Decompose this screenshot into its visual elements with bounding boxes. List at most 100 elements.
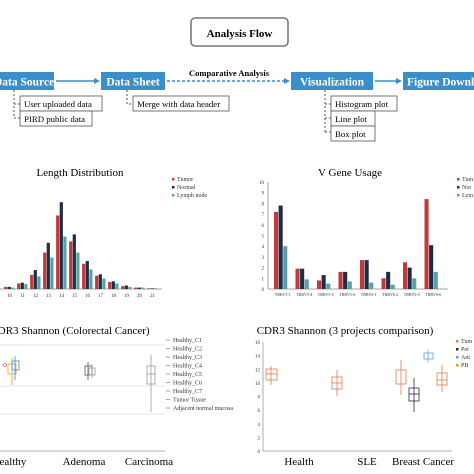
length-tick-label: 20 xyxy=(137,294,143,299)
length-bar xyxy=(37,276,41,289)
length-distribution-chart: Length Distribution 10 11 12 13 14 15 16 17 18 19… xyxy=(0,167,208,299)
projects-box-health xyxy=(265,366,278,385)
vgene-tick-label: TRBV5-6 xyxy=(339,292,355,297)
length-tick-label: 19 xyxy=(124,294,130,299)
length-bar xyxy=(121,286,125,289)
length-bar xyxy=(98,274,102,289)
vgene-y-tick-label: 3 xyxy=(262,256,265,261)
vgene-bar xyxy=(278,205,283,289)
vgene-bar xyxy=(347,281,352,289)
length-bar xyxy=(30,275,34,289)
length-bar xyxy=(115,283,119,289)
projects-y-tick-label: 2 xyxy=(258,436,261,441)
vgene-legend-label: Tum xyxy=(462,177,473,183)
vgene-bar xyxy=(403,262,408,289)
vgene-y-tick-label: 0 xyxy=(262,288,265,293)
projects-y-tick-label: 12 xyxy=(255,368,261,373)
arrow-head-icon xyxy=(284,78,290,84)
crc-box-carcinoma xyxy=(146,355,156,412)
comparative-analysis-label: Comparative Analysis xyxy=(189,68,270,78)
length-bar xyxy=(59,202,63,289)
length-tick-label: 16 xyxy=(85,294,91,299)
projects-legend-label: Per xyxy=(461,347,469,353)
analysis-flow: Analysis Flow Data Source Data Sheet Vis… xyxy=(0,17,474,142)
length-bar xyxy=(33,270,37,289)
vgene-y-tick-label: 10 xyxy=(259,181,265,186)
v-gene-usage-chart: V Gene Usage 0 1 2 3 4 5 6 7 8 9 10 TRBV5-1 TRBV5-4… xyxy=(259,167,473,297)
length-bar xyxy=(147,288,151,289)
legend-swatch xyxy=(457,186,460,189)
vgene-y-tick-label: 5 xyxy=(262,235,265,240)
legend-swatch xyxy=(456,348,459,351)
sheet-tree-connector xyxy=(126,90,133,105)
crc-box-healthy xyxy=(3,356,20,385)
figure-download-label: Figure Download xyxy=(407,77,474,89)
crc-category-carcinoma: Carcinoma xyxy=(125,456,173,468)
source-tree-connector xyxy=(13,90,20,119)
crc-legend-label: Healthy_C3 xyxy=(173,355,202,361)
projects-y-tick-label: 6 xyxy=(258,409,261,414)
length-bar xyxy=(95,275,99,289)
length-bar xyxy=(17,283,21,289)
vgene-tick-label: TRBV5-1 xyxy=(275,292,291,297)
vgene-tick-label: TRBV6-6 xyxy=(425,292,441,297)
length-legend-label: Normal xyxy=(177,185,196,191)
v-gene-usage-title: V Gene Usage xyxy=(318,167,382,179)
legend-swatch xyxy=(456,340,459,343)
legend-swatch xyxy=(172,194,175,197)
vgene-legend-label: Lym xyxy=(462,193,473,199)
length-tick-label: 11 xyxy=(20,294,25,299)
length-bar xyxy=(85,261,89,289)
crc-legend-label: Healthy_C1 xyxy=(173,338,202,344)
length-tick-label: 18 xyxy=(111,294,117,299)
projects-category-sle: SLE xyxy=(357,456,377,468)
projects-y-tick-label: 14 xyxy=(255,355,261,360)
crc-legend: Healthy_C1 Healthy_C2 Healthy_C3 Healthy_C4… xyxy=(166,338,233,412)
length-bar xyxy=(4,286,8,289)
crc-legend-label: Healthy_C7 xyxy=(173,389,202,395)
vgene-legend-label: Nor xyxy=(462,185,471,191)
projects-y-tick-label: 10 xyxy=(255,382,261,387)
vgene-bar xyxy=(283,246,288,289)
vgene-bar xyxy=(433,271,438,289)
crc-category-adenoma: Adenoma xyxy=(63,456,106,468)
legend-swatch xyxy=(457,178,460,181)
length-legend-label: Tumor xyxy=(177,177,193,183)
arrow-head-icon xyxy=(396,78,402,84)
length-bar xyxy=(154,288,158,289)
vgene-bar xyxy=(424,199,429,289)
legend-swatch xyxy=(172,178,175,181)
visualization-label: Visualization xyxy=(300,77,365,89)
cdr3-colorectal-title: CDR3 Shannon (Colorectal Cancer) xyxy=(0,325,150,337)
projects-y-tick-label: 4 xyxy=(258,423,261,428)
source-item-uploaded: User uploaded data xyxy=(24,99,92,109)
vgene-y-tick-label: 6 xyxy=(262,224,265,229)
plot-item-box xyxy=(330,125,376,142)
plot-item-box-label: Box plot xyxy=(335,129,366,139)
analysis-flow-title-box xyxy=(190,17,289,47)
cdr3-projects-chart: CDR3 Shannon (3 projects comparison) 0 2 4… xyxy=(255,325,472,468)
vgene-bar xyxy=(360,260,365,289)
vgene-bar xyxy=(317,280,322,289)
length-tick-label: 14 xyxy=(59,294,65,299)
vgene-bar xyxy=(326,283,331,289)
vgene-y-tick-label: 7 xyxy=(262,213,265,218)
length-tick-label: 10 xyxy=(7,294,13,299)
vgene-bar xyxy=(429,245,434,289)
length-bar xyxy=(141,287,145,289)
vgene-bar xyxy=(321,275,326,289)
projects-legend-label: Ant xyxy=(461,355,470,361)
length-tick-label: 12 xyxy=(33,294,39,299)
projects-y-tick-label: 8 xyxy=(258,396,261,401)
vgene-bar xyxy=(300,268,305,289)
length-tick-label: 13 xyxy=(46,294,52,299)
plot-item-line: Line plot xyxy=(335,114,368,124)
length-bar xyxy=(108,282,112,289)
cdr3-colorectal-chart: CDR3 Shannon (Colorectal Cancer) Healthy… xyxy=(0,325,233,468)
visualization-box xyxy=(291,72,373,90)
crc-legend-label: Healthy_C5 xyxy=(173,372,202,378)
vgene-y-tick-label: 9 xyxy=(262,192,265,197)
length-bar xyxy=(137,287,141,289)
crc-category-healthy: Healthy xyxy=(0,456,27,468)
